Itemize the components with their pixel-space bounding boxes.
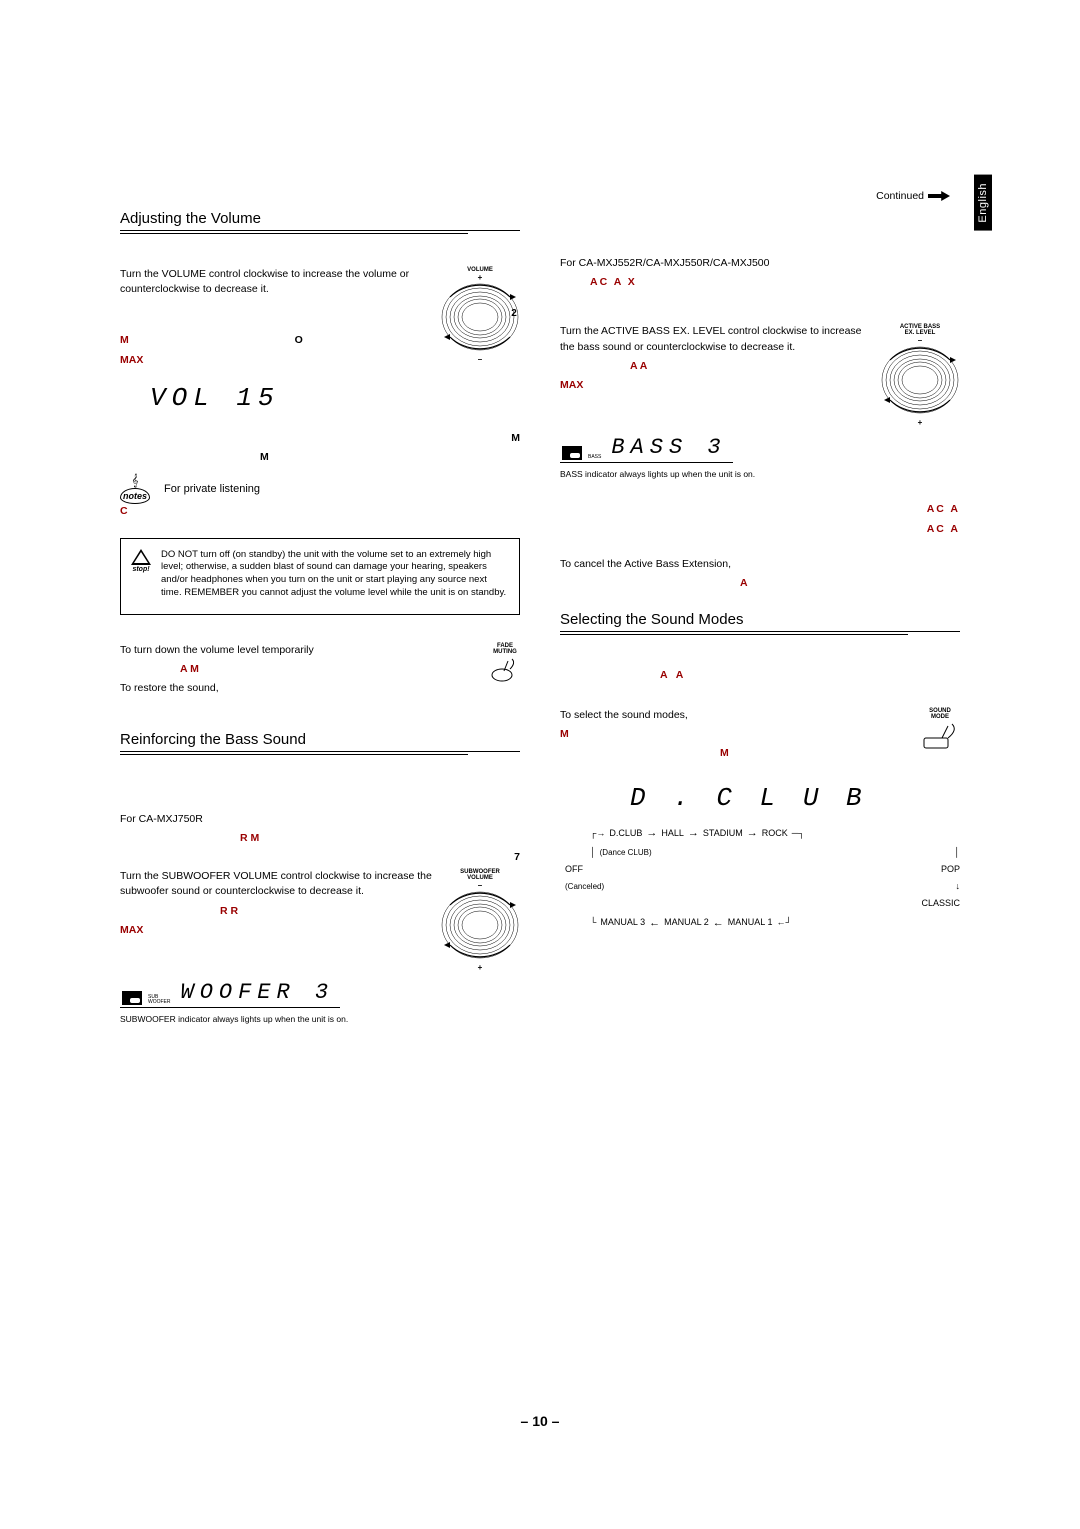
abex-max: MAX	[560, 378, 872, 393]
continued-label: Continued	[876, 190, 950, 202]
ac-a-1: AC A	[560, 502, 960, 517]
language-tab: English	[974, 175, 992, 231]
sub-max: MAX	[120, 923, 432, 938]
sub-ind-label: SUB WOOFER	[148, 995, 171, 1005]
subwoofer-note: SUBWOOFER indicator always lights up whe…	[120, 1014, 350, 1025]
abex-aa: A A	[630, 359, 872, 374]
rc-m-letter2: M	[260, 450, 520, 465]
content-columns: Adjusting the Volume Turn the VOLUME con…	[120, 210, 960, 1029]
vol-dial-num: 2	[474, 308, 554, 319]
select-m2: M	[720, 746, 912, 761]
volume-section-title: Adjusting the Volume	[120, 210, 468, 231]
dial-icon	[880, 345, 960, 415]
bass-note: BASS indicator always lights up when the…	[560, 469, 800, 480]
vol-max: MAX	[120, 353, 432, 368]
button-press-icon	[490, 655, 520, 683]
continued-text: Continued	[876, 190, 924, 202]
warning-box: stop! DO NOT turn off (on standby) the u…	[120, 538, 520, 615]
volume-intro: Turn the VOLUME control clockwise to inc…	[120, 267, 432, 297]
mode-dance-sub: (Dance CLUB)	[600, 845, 652, 860]
fade-muting-button[interactable]: FADE MUTING	[490, 643, 520, 686]
subwoofer-row: Turn the SUBWOOFER VOLUME control clockw…	[120, 869, 520, 972]
restore-sound: To restore the sound,	[120, 681, 482, 696]
acax-letters: AC A X	[590, 275, 960, 290]
heading-rule-tail	[908, 631, 960, 632]
right-column: For CA-MXJ552R/CA-MXJ550R/CA-MXJ500 AC A…	[560, 210, 960, 1029]
abex-dial-label: ACTIVE BASS EX. LEVEL	[880, 324, 960, 336]
bass-ind-label: BASS	[588, 454, 601, 461]
sound-modes-diagram: ┌→ D.CLUB → HALL → STADIUM → ROCK ─┐ │ (…	[560, 823, 960, 933]
bass-indicator-display: BASS BASS 3	[560, 433, 733, 463]
volume-heading-wrap: Adjusting the Volume	[120, 210, 520, 232]
model-750r: For CA-MXJ750R	[120, 812, 520, 827]
abex-dial[interactable]: ACTIVE BASS EX. LEVEL – +	[880, 324, 960, 427]
turndown-letters: A M	[180, 662, 482, 677]
sub-rm-letters: R M	[240, 831, 520, 846]
subwoofer-indicator-icon	[122, 991, 142, 1005]
page-number: – 10 –	[0, 1413, 1080, 1429]
sub-7: 7	[120, 850, 520, 865]
bass-segment: BASS 3	[611, 435, 726, 460]
modes-aa: A A	[660, 668, 960, 683]
ac-a-2: AC A	[560, 522, 960, 537]
mode-hall: HALL	[661, 825, 684, 842]
cancel-abex: To cancel the Active Bass Extension,	[560, 557, 960, 572]
mode-manual1: MANUAL 1	[728, 914, 773, 931]
restore-label: To restore the sound,	[120, 682, 219, 694]
bass-indicator-icon	[562, 446, 582, 460]
button-press-icon	[920, 720, 960, 752]
mode-manual3: MANUAL 3	[600, 914, 645, 931]
sub-rr: R R	[220, 904, 432, 919]
mode-pop: POP	[941, 864, 960, 874]
select-m1: M	[560, 727, 912, 742]
subwoofer-intro: Turn the SUBWOOFER VOLUME control clockw…	[120, 869, 432, 899]
volume-display: VOL 15	[150, 383, 520, 413]
dial-icon	[440, 890, 520, 960]
mode-dclub: D.CLUB	[609, 825, 642, 842]
rc-m-letter: M	[120, 431, 520, 446]
private-c-letter: C	[120, 504, 520, 519]
turndown-title: To turn down the volume level temporaril…	[120, 643, 482, 658]
fade-muting-row: To turn down the volume level temporaril…	[120, 643, 520, 701]
fade-label: FADE MUTING	[490, 643, 520, 655]
bass-heading-wrap: Reinforcing the Bass Sound	[120, 731, 520, 753]
mode-off: OFF	[565, 864, 583, 874]
mode-classic: CLASSIC	[921, 898, 960, 908]
heading-rule-tail	[468, 751, 520, 752]
heading-rule-tail	[468, 230, 520, 231]
select-modes: To select the sound modes,	[560, 708, 912, 723]
bass-section-title: Reinforcing the Bass Sound	[120, 731, 468, 752]
dclub-display: D . C L U B	[630, 783, 960, 813]
woofer-indicator-display: SUB WOOFER WOOFER 3	[120, 978, 340, 1008]
mode-btn-label: SOUND MODE	[920, 708, 960, 720]
abex-row: Turn the ACTIVE BASS EX. LEVEL control c…	[560, 324, 960, 427]
warning-text: DO NOT turn off (on standby) the unit wi…	[161, 549, 509, 600]
stop-icon: stop!	[131, 549, 151, 604]
continued-arrow-icon	[928, 191, 950, 201]
woofer-segment: WOOFER 3	[181, 980, 335, 1005]
volume-dial[interactable]: VOLUME + – 2	[440, 267, 520, 375]
private-listening: For private listening	[164, 483, 260, 495]
mode-rock: ROCK	[762, 825, 788, 842]
volume-intro-row: Turn the VOLUME control clockwise to inc…	[120, 267, 520, 375]
mode-canceled-sub: (Canceled)	[565, 882, 604, 891]
vol-min-letter: M	[120, 334, 129, 346]
sub-dial-label: SUBWOOFER VOLUME	[440, 869, 520, 881]
notes-icon: 𝄞 notes	[120, 473, 150, 504]
subwoofer-dial[interactable]: SUBWOOFER VOLUME – +	[440, 869, 520, 972]
left-column: Adjusting the Volume Turn the VOLUME con…	[120, 210, 520, 1029]
vol-o-letter: O	[295, 334, 303, 346]
select-mode-row: To select the sound modes, M M SOUND MOD…	[560, 708, 960, 766]
mode-manual2: MANUAL 2	[664, 914, 709, 931]
mode-stadium: STADIUM	[703, 825, 743, 842]
model-552r: For CA-MXJ552R/CA-MXJ550R/CA-MXJ500	[560, 256, 960, 271]
modes-heading-wrap: Selecting the Sound Modes	[560, 611, 960, 633]
cancel-a-letter: A	[740, 576, 960, 591]
private-listening-row: 𝄞 notes For private listening	[120, 473, 520, 504]
abex-intro: Turn the ACTIVE BASS EX. LEVEL control c…	[560, 324, 872, 354]
volume-range-row: M O	[120, 333, 432, 348]
sound-mode-button[interactable]: SOUND MODE	[920, 708, 960, 755]
modes-section-title: Selecting the Sound Modes	[560, 611, 908, 632]
manual-page: Continued English Adjusting the Volume T…	[0, 0, 1080, 1529]
